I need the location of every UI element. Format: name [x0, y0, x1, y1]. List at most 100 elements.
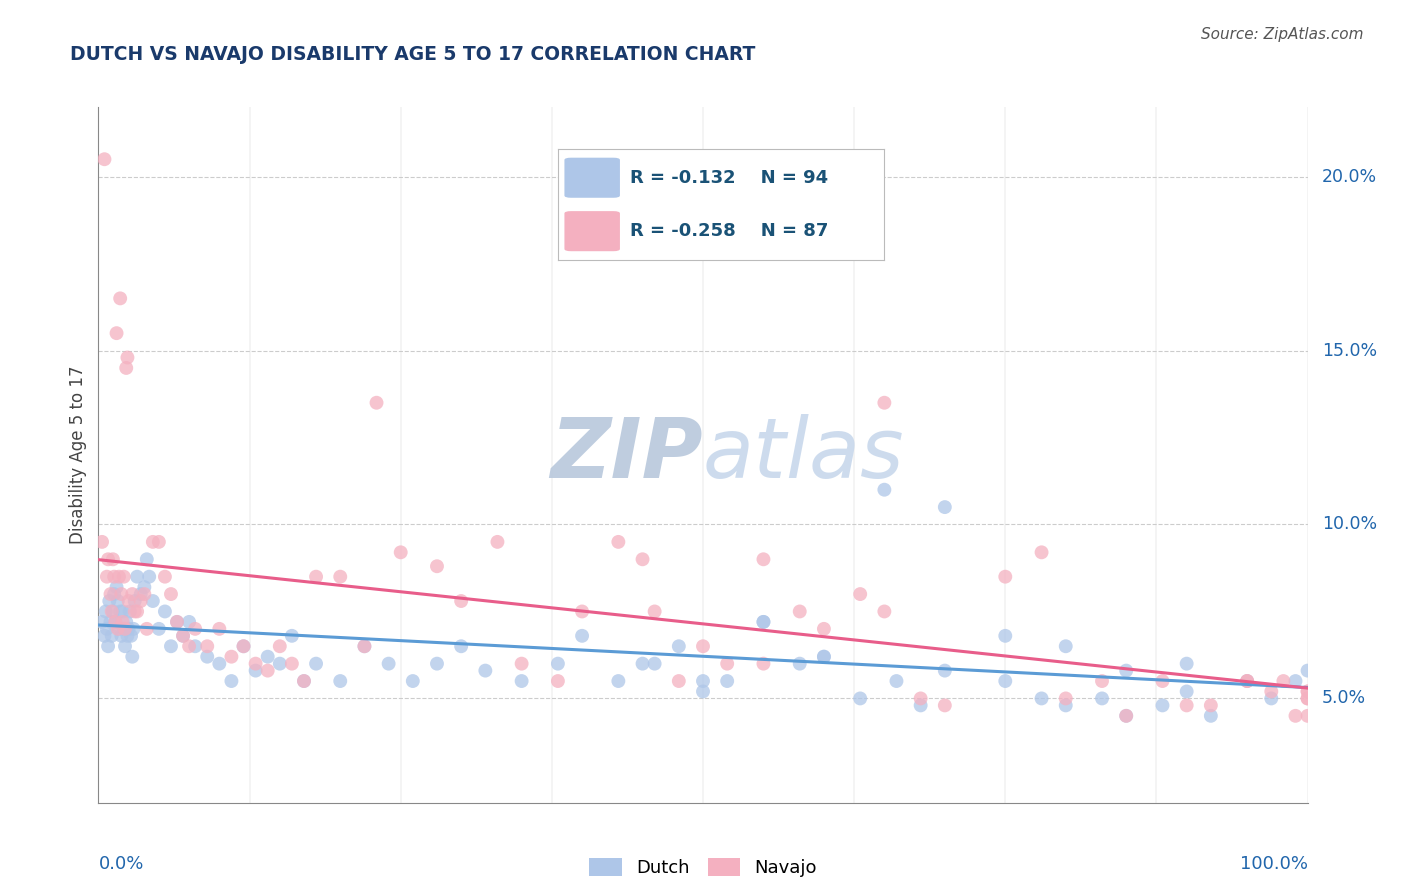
Point	[1296, 684, 1319, 698]
Point	[873, 605, 896, 619]
Point	[752, 657, 775, 671]
Point	[1296, 684, 1319, 698]
Point	[111, 605, 134, 619]
Point	[110, 629, 132, 643]
Text: 100.0%: 100.0%	[1240, 855, 1308, 873]
Point	[148, 534, 170, 549]
Point	[1260, 684, 1282, 698]
Point	[208, 657, 231, 671]
Point	[97, 552, 120, 566]
Point	[1175, 657, 1198, 671]
Point	[668, 674, 690, 689]
Point	[1296, 664, 1319, 678]
Point	[121, 649, 143, 664]
Point	[1091, 674, 1114, 689]
Point	[124, 605, 146, 619]
Point	[160, 639, 183, 653]
Point	[96, 622, 118, 636]
Point	[1054, 698, 1077, 713]
Point	[129, 587, 152, 601]
Point	[1115, 664, 1137, 678]
Point	[153, 570, 176, 584]
Point	[305, 570, 328, 584]
Point	[1175, 698, 1198, 713]
Point	[1199, 698, 1222, 713]
Point	[510, 674, 533, 689]
Point	[195, 649, 218, 664]
Point	[994, 629, 1017, 643]
Point	[571, 629, 593, 643]
Point	[105, 580, 128, 594]
Point	[1152, 698, 1174, 713]
Point	[114, 639, 136, 653]
Point	[103, 587, 125, 601]
Point	[118, 594, 141, 608]
Point	[668, 639, 690, 653]
Point	[934, 698, 956, 713]
Text: Source: ZipAtlas.com: Source: ZipAtlas.com	[1201, 27, 1364, 42]
Point	[108, 622, 131, 636]
Point	[1115, 708, 1137, 723]
Point	[752, 615, 775, 629]
Point	[232, 639, 254, 653]
Point	[813, 649, 835, 664]
Point	[994, 674, 1017, 689]
Point	[1260, 691, 1282, 706]
Point	[93, 152, 115, 166]
Point	[91, 615, 114, 629]
Point	[97, 639, 120, 653]
Point	[117, 629, 139, 643]
Point	[305, 657, 328, 671]
Point	[134, 587, 156, 601]
Point	[1236, 674, 1258, 689]
Point	[402, 674, 425, 689]
Point	[692, 674, 714, 689]
Point	[166, 615, 188, 629]
Point	[172, 629, 194, 643]
Point	[281, 657, 304, 671]
Point	[934, 664, 956, 678]
Point	[245, 657, 267, 671]
Point	[813, 622, 835, 636]
Point	[1296, 691, 1319, 706]
Point	[153, 605, 176, 619]
Point	[631, 657, 654, 671]
Point	[101, 552, 124, 566]
Point	[450, 639, 472, 653]
Point	[166, 615, 188, 629]
FancyBboxPatch shape	[564, 158, 620, 198]
Point	[142, 534, 165, 549]
Point	[1199, 708, 1222, 723]
Point	[118, 622, 141, 636]
Point	[692, 639, 714, 653]
Point	[547, 657, 569, 671]
Point	[103, 570, 125, 584]
Point	[184, 639, 207, 653]
Point	[111, 615, 134, 629]
Point	[752, 552, 775, 566]
Point	[292, 674, 315, 689]
Point	[644, 605, 666, 619]
Point	[135, 552, 157, 566]
Point	[121, 587, 143, 601]
Point	[208, 622, 231, 636]
Point	[631, 552, 654, 566]
Point	[934, 500, 956, 514]
Point	[426, 559, 449, 574]
Point	[366, 395, 388, 409]
Point	[789, 657, 811, 671]
Point	[179, 615, 201, 629]
Point	[184, 622, 207, 636]
Point	[450, 594, 472, 608]
Point	[138, 570, 160, 584]
Point	[607, 534, 630, 549]
Text: DUTCH VS NAVAJO DISABILITY AGE 5 TO 17 CORRELATION CHART: DUTCH VS NAVAJO DISABILITY AGE 5 TO 17 C…	[70, 45, 755, 63]
Point	[426, 657, 449, 671]
Point	[692, 684, 714, 698]
Point	[124, 594, 146, 608]
Point	[112, 622, 135, 636]
Text: atlas: atlas	[703, 415, 904, 495]
Point	[148, 622, 170, 636]
Point	[389, 545, 412, 559]
FancyBboxPatch shape	[564, 211, 620, 252]
